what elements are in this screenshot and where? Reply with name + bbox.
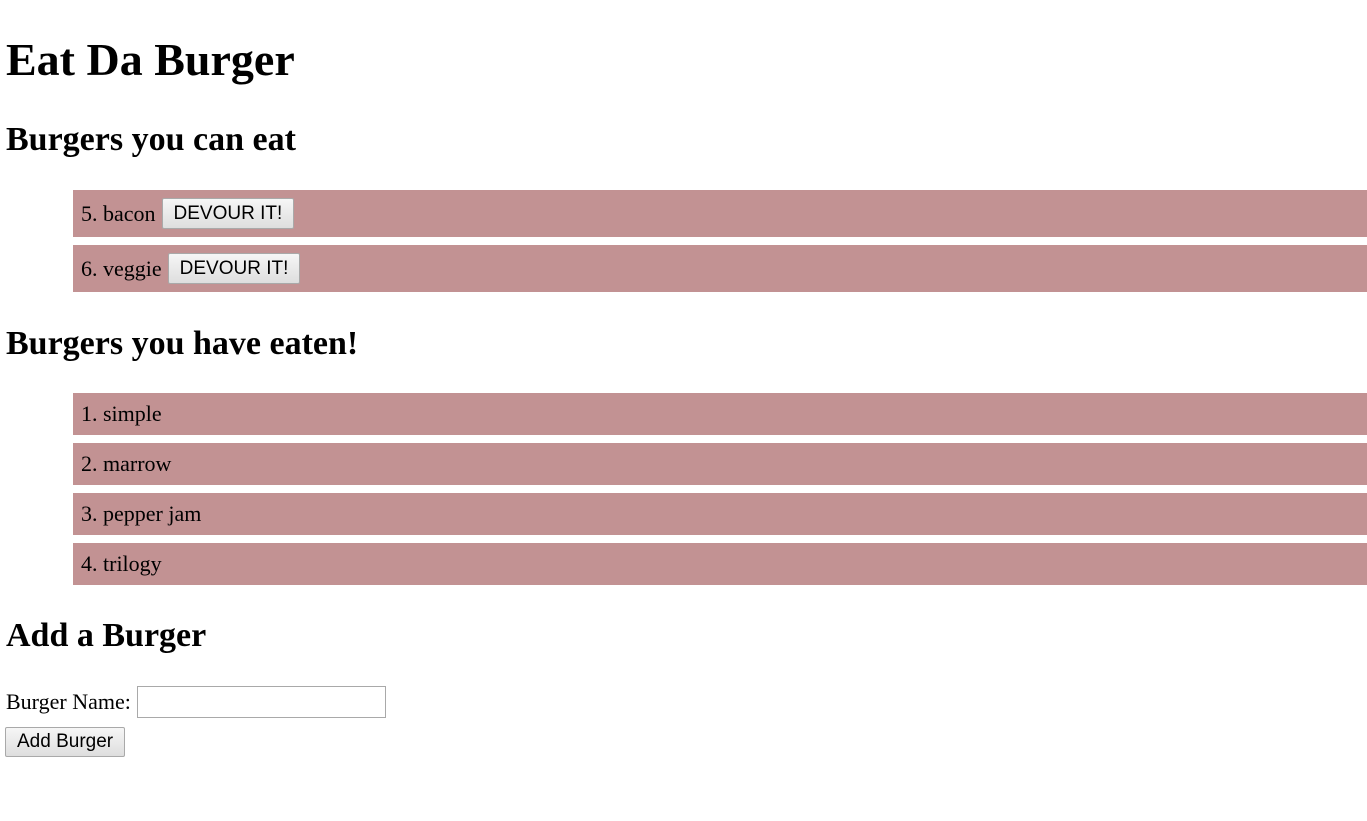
can-eat-list: 5. bacon DEVOUR IT! 6. veggie DEVOUR IT! — [73, 190, 1367, 300]
eaten-heading: Burgers you have eaten! — [6, 325, 359, 362]
page-title: Eat Da Burger — [6, 34, 295, 85]
list-item: 6. veggie DEVOUR IT! — [73, 245, 1367, 292]
burger-name-input[interactable] — [136, 686, 386, 718]
devour-button[interactable]: DEVOUR IT! — [161, 198, 295, 229]
add-burger-heading: Add a Burger — [6, 617, 207, 654]
burger-name: 6. veggie — [81, 255, 162, 281]
list-item: 2. marrow — [73, 443, 1367, 485]
list-item: 5. bacon DEVOUR IT! — [73, 190, 1367, 237]
list-item: 1. simple — [73, 393, 1367, 435]
burger-name: 2. marrow — [81, 451, 172, 476]
burger-name: 1. simple — [81, 401, 162, 426]
burger-name: 3. pepper jam — [81, 501, 202, 526]
can-eat-heading: Burgers you can eat — [6, 121, 296, 158]
burger-name: 5. bacon — [81, 200, 156, 226]
eaten-list: 1. simple 2. marrow 3. pepper jam 4. tri… — [73, 393, 1367, 593]
list-item: 3. pepper jam — [73, 493, 1367, 535]
devour-button[interactable]: DEVOUR IT! — [167, 253, 301, 284]
burger-name-label: Burger Name: — [6, 689, 131, 714]
add-burger-button[interactable]: Add Burger — [5, 727, 126, 757]
burger-name: 4. trilogy — [81, 551, 162, 576]
list-item: 4. trilogy — [73, 543, 1367, 585]
burger-name-row: Burger Name: — [6, 686, 386, 718]
